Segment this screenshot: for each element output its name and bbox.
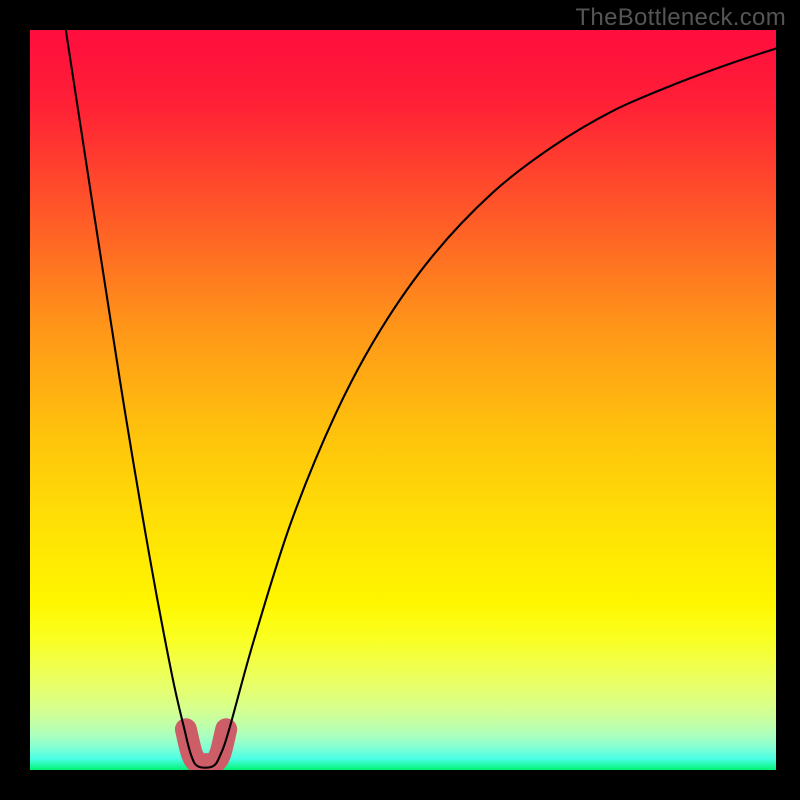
bottleneck-chart	[0, 0, 800, 800]
chart-container: TheBottleneck.com	[0, 0, 800, 800]
plot-background	[30, 30, 776, 770]
